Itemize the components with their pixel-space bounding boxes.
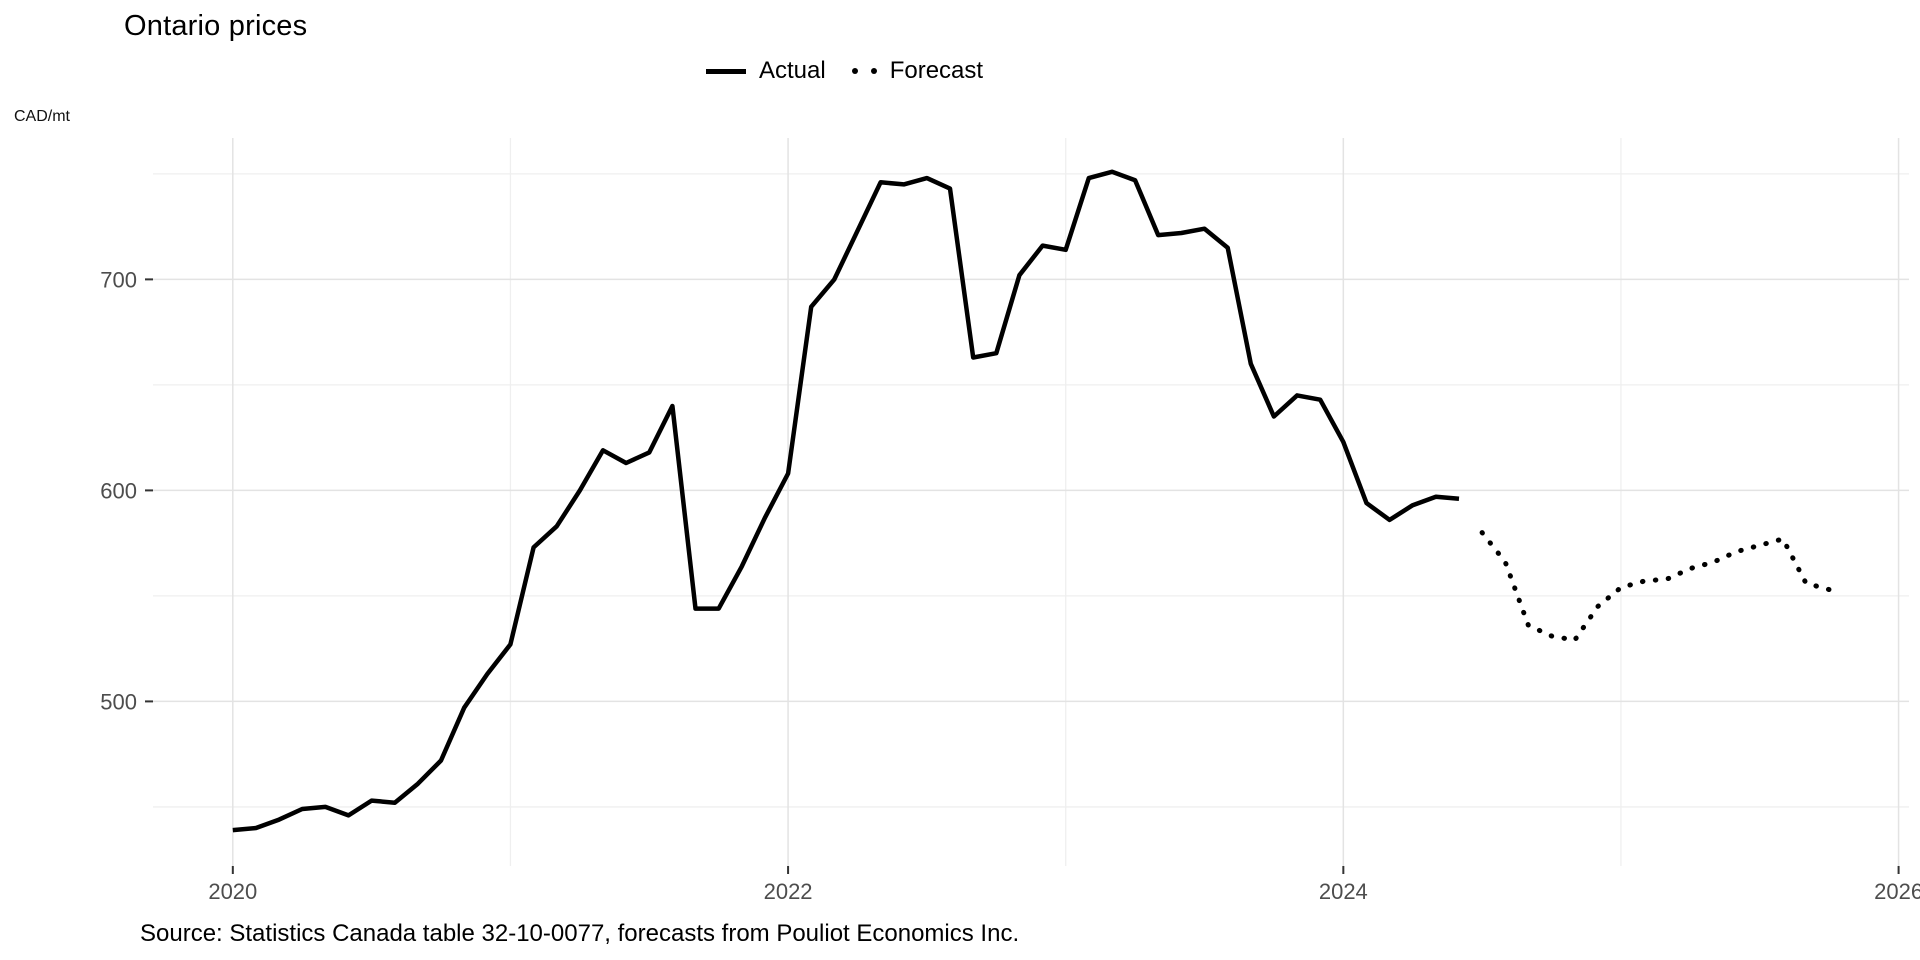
legend-label-actual: Actual	[759, 57, 826, 84]
series-line-forecast	[1479, 530, 1832, 643]
y-axis-unit-label: CAD/mt	[14, 108, 70, 125]
legend-dot-icon	[851, 68, 858, 74]
legend: Actual Forecast	[706, 54, 983, 88]
x-axis-tick-label: 2020	[208, 879, 257, 904]
legend-key-forecast-line	[851, 68, 877, 74]
x-axis-tick-label: 2022	[764, 879, 813, 904]
y-axis-tick-label: 500	[100, 689, 137, 714]
chart-title: Ontario prices	[124, 10, 308, 42]
source-note: Source: Statistics Canada table 32-10-00…	[140, 920, 1020, 947]
x-axis-tick-label: 2024	[1319, 879, 1368, 904]
legend-dot-icon	[870, 68, 877, 74]
y-axis-tick-label: 700	[100, 267, 137, 292]
x-axis-tick-label: 2026	[1874, 879, 1920, 904]
legend-key-actual-line	[706, 68, 746, 74]
y-axis-tick-label: 600	[100, 478, 137, 503]
series-line-actual	[232, 169, 1460, 833]
legend-label-forecast: Forecast	[889, 57, 984, 84]
